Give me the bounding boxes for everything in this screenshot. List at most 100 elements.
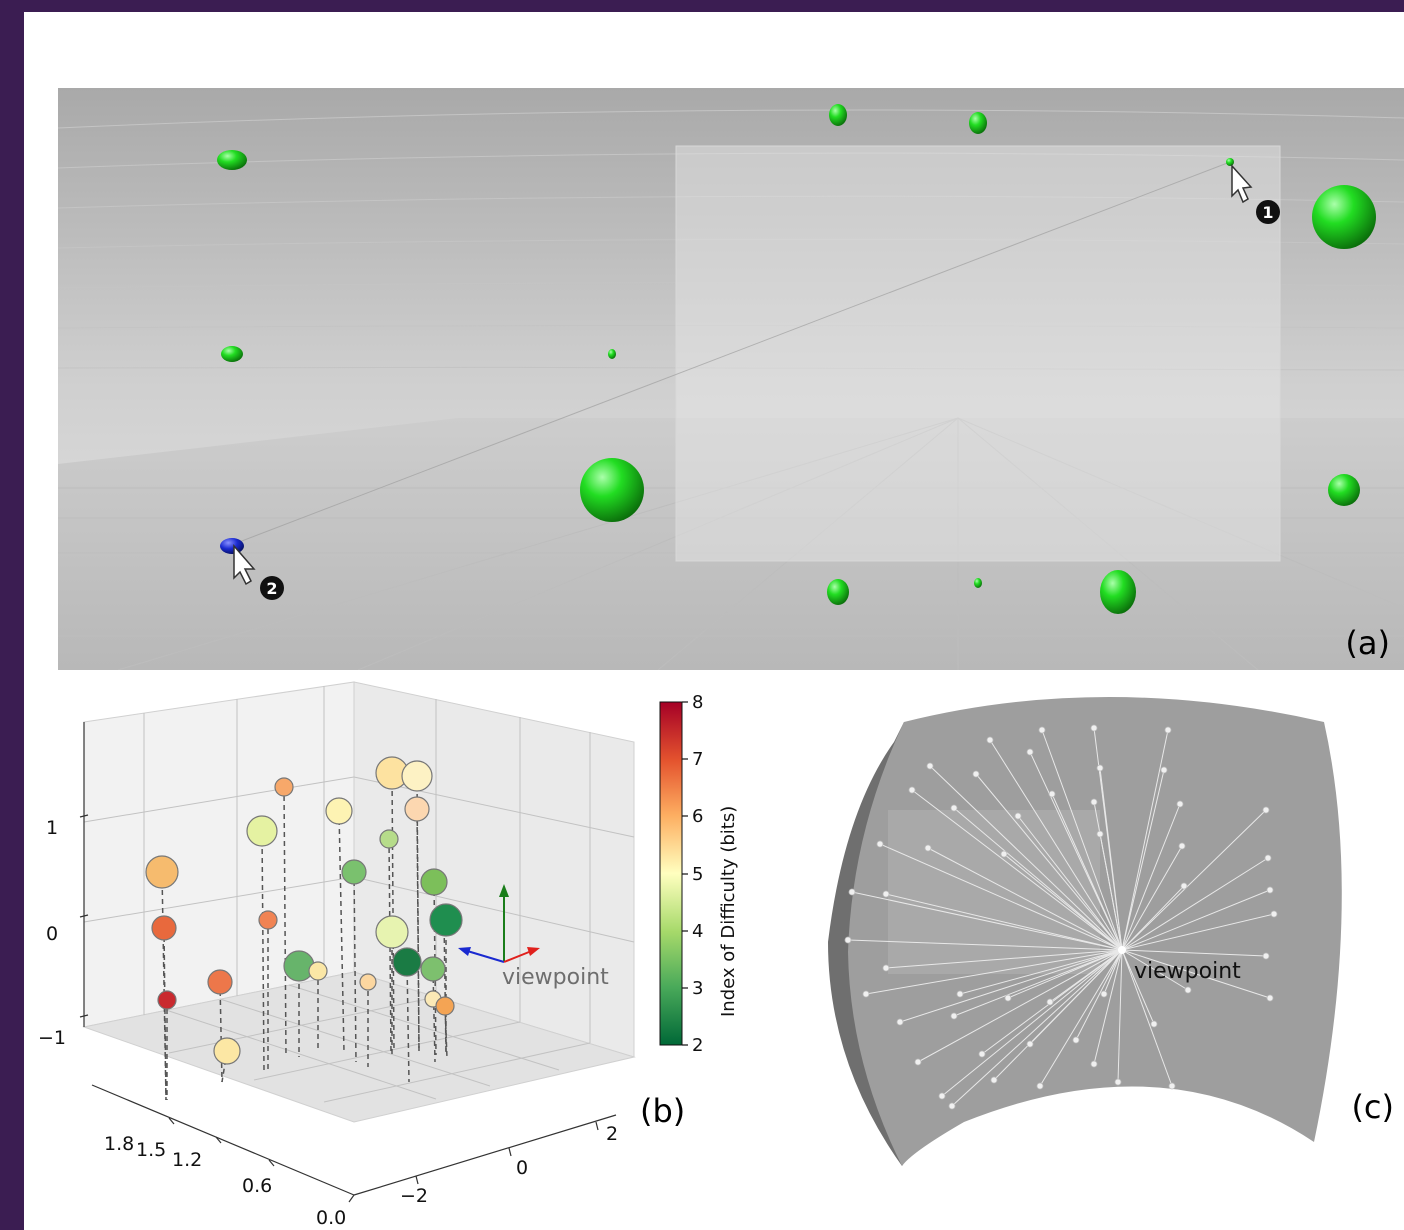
target-ray [1121,885,1185,951]
scatter-points [145,756,463,1101]
data-point [401,760,433,792]
target-ray [1121,889,1271,951]
number-badge-icon [260,576,284,600]
target-ray [959,949,1123,995]
target-ray [885,893,1123,951]
target-dot [972,770,980,778]
target-ray [993,949,1123,1081]
target-sphere [608,349,616,359]
target-sphere [829,104,847,126]
target-dot [896,1018,904,1026]
colorbar-tick-7: 7 [692,749,703,770]
cursor-icon [233,543,256,586]
colorbar-tick-6: 6 [692,806,703,827]
target-dot [1178,842,1186,850]
target-dot [1000,850,1008,858]
target-dot [862,990,870,998]
target-ray [917,949,1123,1063]
transparent-screen-plane [675,145,1281,562]
colorbar-tick-2: 2 [692,1035,703,1056]
projection-plane [888,810,1100,974]
data-point [420,868,448,896]
colorbar-tick-4: 4 [692,921,703,942]
target-ray [1121,845,1183,951]
colorbar-gradient [659,701,683,1046]
panel-b-3d-scatter: 1 0 −1 1.8 1.5 1.2 0.6 0.0 2 0 −2 [38,681,685,1229]
target-sphere [974,578,982,588]
target-ray [989,739,1123,951]
data-point [429,903,463,937]
target-dot [1176,800,1184,808]
data-point [325,797,353,825]
target-dot [986,736,994,744]
colorbar-tick-5: 5 [692,864,703,885]
target-ray [1099,833,1123,951]
target-ray [847,939,1123,951]
target-ray [1121,949,1271,999]
target-dot [1164,726,1172,734]
target-ray [885,949,1123,969]
target-dot [914,1058,922,1066]
target-ray [941,949,1123,1097]
target-dot [882,890,890,898]
target-dot [1270,910,1278,918]
data-point [435,996,455,1016]
colorbar-tick-3: 3 [692,978,703,999]
colorbar-label: Index of Difficulty (bits) [718,806,739,1017]
depth-tick-1.8: 1.8 [104,1133,134,1155]
target-ray [927,847,1123,951]
target-ray [953,807,1123,951]
panel-a-vr-scene: 1 2 (a) [58,88,1404,670]
x-tick-2: 2 [606,1123,618,1145]
target-dot [1026,748,1034,756]
target-dot [1160,766,1168,774]
data-point [151,915,177,941]
data-point [359,973,377,991]
target-spheres [217,104,1376,614]
data-point [420,956,446,982]
target-ray [1121,949,1267,957]
cursor-icon [1231,164,1253,204]
target-dot [1266,994,1274,1002]
panel-c-label: (c) [1351,1088,1394,1126]
colorbar: 2 3 4 5 6 7 8 Index of Difficulty (bits) [659,692,739,1056]
target-ray [1121,803,1181,951]
target-ray [1039,949,1123,1087]
viewpoint-origin [1118,946,1126,954]
target-dot [1096,764,1104,772]
target-dot [938,1092,946,1100]
depth-tick-0.6: 0.6 [242,1175,272,1197]
selected-sphere [220,538,244,554]
depth-tick-0.0: 0.0 [316,1207,346,1229]
target-sphere [969,112,987,134]
data-point [392,947,422,977]
target-dot [1100,990,1108,998]
target-dot [844,936,852,944]
target-ray [1051,793,1123,951]
target-ray [1121,857,1269,951]
data-point [246,815,278,847]
panel-c-sphere-layout: viewpoint (c) [828,697,1394,1166]
panel-c-viewpoint-label: viewpoint [1134,959,1241,984]
data-point [283,950,315,982]
target-dot [948,1102,956,1110]
target-ray [851,891,1123,951]
z-tick-0: 0 [46,923,58,945]
data-point [207,969,233,995]
target-dot [848,888,856,896]
depth-tick-1.2: 1.2 [172,1149,202,1171]
panel-b-viewpoint-label: viewpoint [502,965,609,990]
target-dot [1096,830,1104,838]
z-tick-1: 1 [46,817,58,839]
data-point [157,990,177,1010]
data-point [213,1037,241,1065]
target-dot [950,804,958,812]
target-ray [1121,949,1155,1025]
target-dot [1026,1040,1034,1048]
data-point [375,915,409,949]
target-dot [1090,1060,1098,1068]
target-dot [1262,952,1270,960]
axis-arrows-icon [458,884,540,963]
panel-b-label: (b) [640,1092,685,1130]
target-dot [1184,986,1192,994]
